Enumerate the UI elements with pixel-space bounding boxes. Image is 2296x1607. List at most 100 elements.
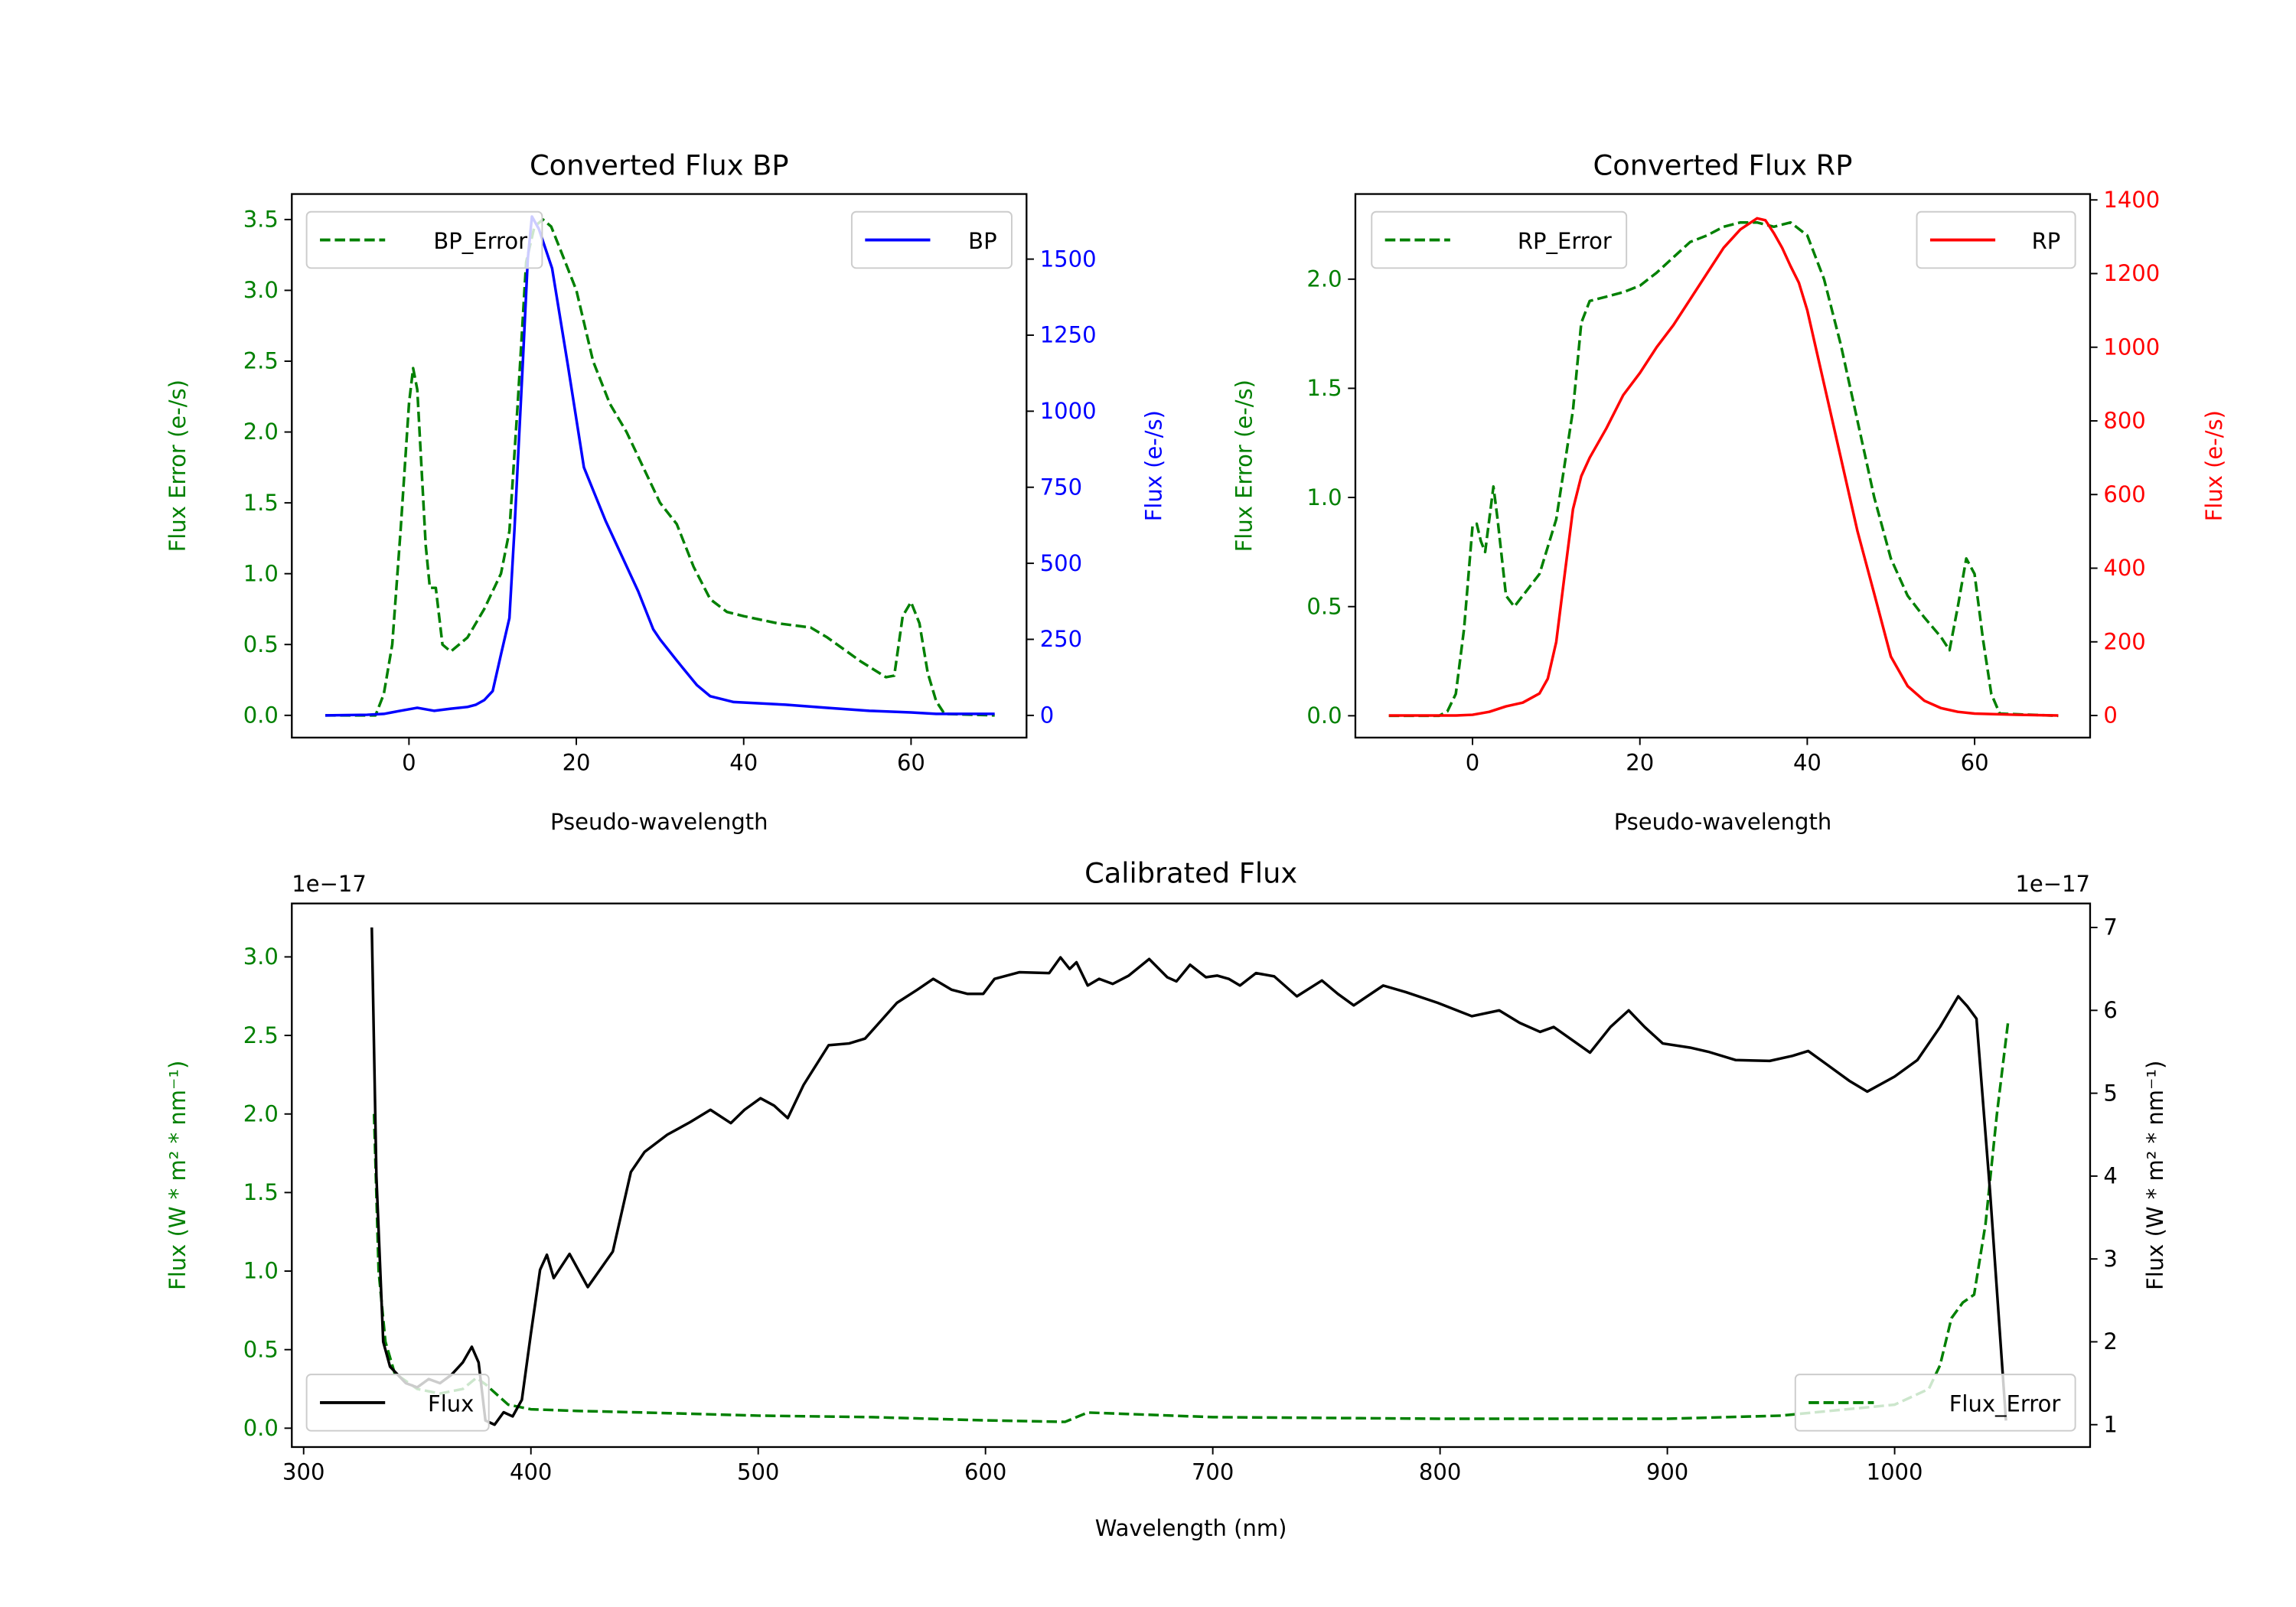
y-left-tick-label: 1.0: [243, 560, 279, 586]
subplot-converted-flux-bp: 0 20 40 60 0.0 0.5 1.0 1.5 2.0 2.5 3.0 3.5 0 250 500 75…: [165, 148, 1166, 834]
y-left-tick-label: 2.0: [243, 419, 279, 445]
axes-frame: [291, 193, 1028, 739]
y-left-tick-label: 3.0: [243, 277, 279, 303]
x-tick-label: 60: [897, 749, 925, 775]
x-tick-label: 300: [282, 1459, 325, 1485]
y-right-tick-label: 5: [2103, 1080, 2117, 1106]
axes-frame: [1354, 193, 2092, 739]
y-left-tick-label: 0.0: [243, 1415, 279, 1441]
y-left-tick-label: 0.0: [1306, 702, 1342, 729]
y-left-offset-text: 1e−17: [292, 871, 367, 897]
x-tick-label: 40: [1793, 749, 1821, 775]
axes-frame: [291, 902, 2092, 1449]
x-tick-label: 400: [510, 1459, 552, 1485]
subplot-converted-flux-rp: 0 20 40 60 0.0 0.5 1.0 1.5 2.0 0 200 400 600 800 1000 1…: [1231, 148, 2227, 834]
y-left-tick-label: 2.5: [243, 1022, 279, 1048]
y-right-tick-label: 2: [2103, 1328, 2117, 1354]
y-right-axis-label: Flux (e-/s): [2201, 410, 2227, 521]
y-right-tick-label: 400: [2103, 555, 2145, 581]
x-tick-label: 500: [737, 1459, 779, 1485]
y-right-tick-label: 0: [2103, 702, 2117, 729]
x-tick-label: 1000: [1867, 1459, 1923, 1485]
x-tick-label: 900: [1646, 1459, 1688, 1485]
x-tick-label: 40: [729, 749, 758, 775]
chart-title: Calibrated Flux: [1084, 857, 1297, 890]
legend-bp_error: BP_Error: [305, 210, 543, 269]
y-right-tick-label: 6: [2103, 997, 2117, 1023]
y-right-tick-label: 7: [2103, 914, 2117, 940]
legend-box: [850, 210, 1013, 269]
chart-title: Converted Flux BP: [530, 148, 789, 181]
y-right-tick-label: 1000: [2103, 334, 2160, 360]
y-left-axis-label: Flux Error (e-/s): [165, 380, 191, 552]
y-right-tick-label: 200: [2103, 628, 2145, 654]
y-right-tick-label: 3: [2103, 1246, 2117, 1272]
legend-box: [1916, 210, 2076, 269]
legend-rp_error: RP_Error: [1371, 210, 1628, 269]
legend-label: Flux_Error: [1949, 1391, 2061, 1417]
y-right-axis-label: Flux (W * m² * nm⁻¹): [2142, 1061, 2168, 1290]
x-tick-label: 60: [1961, 749, 1989, 775]
x-tick-label: 0: [402, 749, 416, 775]
x-axis-label: Pseudo-wavelength: [1614, 809, 1832, 835]
x-axis-label: Pseudo-wavelength: [550, 809, 768, 835]
legend-label: RP: [2032, 228, 2061, 254]
y-left-tick-label: 1.5: [243, 1179, 279, 1205]
y-right-tick-label: 1500: [1040, 246, 1097, 272]
chart-title: Converted Flux RP: [1593, 148, 1853, 181]
legend-bp: BP: [850, 210, 1013, 269]
series-line-rp_error: [1388, 220, 2059, 718]
legend-flux_error: Flux_Error: [1794, 1374, 2076, 1432]
y-left-tick-label: 1.0: [1306, 484, 1342, 510]
x-tick-label: 20: [1626, 749, 1654, 775]
legend-box: [1794, 1374, 2076, 1432]
y-left-tick-label: 1.5: [243, 490, 279, 516]
y-right-tick-label: 1000: [1040, 398, 1097, 424]
y-left-tick-label: 0.5: [1306, 593, 1342, 619]
y-right-tick-label: 1200: [2103, 260, 2160, 286]
y-left-axis-label: Flux (W * m² * nm⁻¹): [165, 1061, 191, 1290]
y-right-tick-label: 500: [1040, 550, 1082, 576]
legend-box: [1371, 210, 1628, 269]
y-left-tick-label: 0.0: [243, 702, 279, 728]
legend-box: [305, 1374, 490, 1432]
series-line-rp: [1388, 217, 2059, 717]
legend-label: BP_Error: [433, 228, 527, 254]
y-right-offset-text: 1e−17: [2015, 871, 2090, 897]
series-line-bp_error: [325, 218, 995, 717]
y-right-tick-label: 1400: [2103, 187, 2160, 213]
y-left-tick-label: 2.0: [1306, 266, 1342, 292]
y-right-tick-label: 800: [2103, 408, 2145, 434]
x-tick-label: 600: [964, 1459, 1006, 1485]
x-tick-label: 0: [1466, 749, 1479, 775]
x-tick-label: 700: [1192, 1459, 1234, 1485]
y-left-axis-label: Flux Error (e-/s): [1231, 380, 1257, 552]
series-line-bp: [325, 215, 995, 717]
y-right-tick-label: 0: [1040, 702, 1054, 729]
y-right-tick-label: 750: [1040, 474, 1082, 500]
y-right-tick-label: 1: [2103, 1411, 2117, 1437]
y-right-tick-label: 4: [2103, 1163, 2117, 1189]
legend-rp: RP: [1916, 210, 2076, 269]
y-left-tick-label: 2.0: [243, 1100, 279, 1126]
series-line-flux: [370, 927, 2007, 1426]
y-right-tick-label: 1250: [1040, 322, 1097, 348]
y-left-tick-label: 2.5: [243, 348, 279, 374]
x-axis-label: Wavelength (nm): [1095, 1515, 1287, 1541]
x-tick-label: 20: [563, 749, 591, 775]
legend-label: RP_Error: [1518, 228, 1612, 254]
y-left-tick-label: 0.5: [243, 631, 279, 657]
legend-flux: Flux: [305, 1374, 490, 1432]
y-left-tick-label: 1.0: [243, 1258, 279, 1284]
legend-label: BP: [968, 228, 996, 254]
subplot-calibrated-flux: 300 400 500 600 700 800 900 1000 0.0 0.5 1.0 1.5 2.0…: [165, 857, 2168, 1542]
y-left-tick-label: 1.5: [1306, 375, 1342, 401]
y-left-tick-label: 3.0: [243, 944, 279, 970]
y-right-axis-label: Flux (e-/s): [1140, 410, 1166, 521]
x-tick-label: 800: [1419, 1459, 1461, 1485]
legend-label: Flux: [428, 1391, 474, 1417]
legend-box: [305, 210, 543, 269]
y-right-tick-label: 600: [2103, 481, 2145, 507]
y-left-tick-label: 3.5: [243, 207, 279, 233]
